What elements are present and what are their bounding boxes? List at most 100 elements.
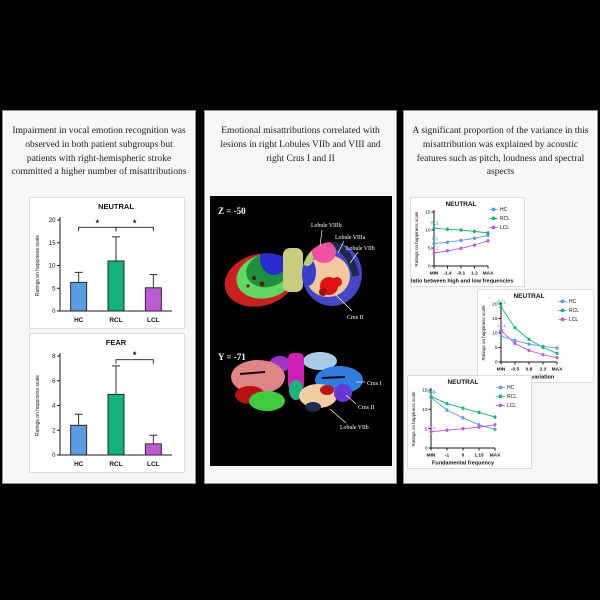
significance-asterisk: * bbox=[133, 218, 137, 228]
series-line-hc bbox=[430, 397, 496, 430]
cerebellum-lesion-image: Z = -50 bbox=[210, 196, 392, 466]
bar-rcl bbox=[107, 393, 125, 456]
line-chart-loudness: NEUTRAL 0 5 10 15 20 Ratings on happiness scal… bbox=[477, 289, 594, 383]
series-inline-label-lcl: LCL bbox=[428, 424, 437, 429]
svg-text:10: 10 bbox=[49, 264, 56, 270]
slice-top-coordinate: Z = -50 bbox=[218, 206, 246, 216]
line-chart-fundamental-frequency: NEUTRAL 0 5 10 15 Ratings on happiness scale M… bbox=[407, 375, 532, 469]
svg-text:MAX: MAX bbox=[552, 367, 563, 373]
svg-text:15: 15 bbox=[49, 241, 56, 247]
legend-marker-lcl bbox=[498, 403, 503, 408]
series-inline-label-rcl: RCL bbox=[497, 299, 506, 304]
line-chart-loudness-svg: NEUTRAL 0 5 10 15 20 Ratings on happiness scal… bbox=[481, 293, 579, 381]
svg-text:10: 10 bbox=[492, 331, 498, 337]
svg-text:20: 20 bbox=[49, 218, 56, 224]
bar-chart-fear-svg: FEAR 0 2 4 6 8 Ratings on happiness scale HC RCL… bbox=[35, 338, 172, 468]
chart-title: FEAR bbox=[106, 338, 127, 347]
svg-text:0.8: 0.8 bbox=[526, 367, 533, 373]
significance-asterisk: * bbox=[133, 350, 137, 360]
series-inline-label-hc: HC bbox=[429, 390, 436, 395]
svg-text:0: 0 bbox=[428, 264, 431, 270]
legend-marker-hc bbox=[498, 385, 503, 390]
svg-text:MAX: MAX bbox=[483, 271, 494, 277]
svg-text:MIN: MIN bbox=[497, 367, 506, 373]
x-tick-lcl: LCL bbox=[147, 317, 160, 324]
svg-text:0: 0 bbox=[462, 453, 465, 459]
svg-text:15: 15 bbox=[492, 316, 498, 322]
significance-asterisk: * bbox=[96, 218, 100, 228]
x-tick-rcl: RCL bbox=[109, 317, 122, 324]
coronal-slice bbox=[231, 352, 363, 412]
bar-hc bbox=[70, 281, 88, 312]
svg-text:5: 5 bbox=[428, 246, 431, 252]
svg-text:20: 20 bbox=[492, 302, 498, 308]
svg-text:10: 10 bbox=[425, 228, 431, 234]
significance-bracket bbox=[115, 359, 154, 364]
series-inline-label-lcl: LCL bbox=[498, 323, 507, 328]
chart-title: NEUTRAL bbox=[445, 201, 476, 208]
label-lobule-viiib: Lobule VIIIb bbox=[311, 223, 342, 229]
svg-text:-0.1: -0.1 bbox=[457, 271, 466, 277]
legend-label-rcl: RCL bbox=[500, 216, 510, 222]
svg-text:4: 4 bbox=[52, 404, 56, 410]
axial-slice bbox=[224, 242, 362, 307]
x-tick-lcl: LCL bbox=[147, 461, 160, 468]
bar-lcl bbox=[144, 287, 162, 312]
svg-text:1.15: 1.15 bbox=[474, 453, 484, 459]
legend-marker-rcl bbox=[560, 308, 565, 313]
svg-text:0: 0 bbox=[425, 446, 428, 452]
x-tick-rcl: RCL bbox=[109, 461, 122, 468]
svg-text:0: 0 bbox=[52, 309, 56, 315]
panel-acoustic-results: A significant proportion of the variance… bbox=[403, 110, 598, 484]
panel-lesion-results: Emotional misattributions correlated wit… bbox=[204, 110, 397, 484]
legend-marker-rcl bbox=[491, 216, 496, 221]
bar-lcl bbox=[144, 443, 162, 456]
svg-text:5: 5 bbox=[495, 345, 498, 351]
legend-marker-lcl bbox=[560, 317, 565, 322]
label-crus-i: Crus I bbox=[367, 381, 381, 387]
svg-text:0: 0 bbox=[52, 453, 56, 459]
line-chart-fundamental-frequency-svg: NEUTRAL 0 5 10 15 Ratings on happiness scale M… bbox=[411, 379, 517, 467]
label-crus-ii-coronal: Crus II bbox=[358, 405, 374, 411]
legend-label-lcl: LCL bbox=[569, 317, 578, 323]
legend-marker-rcl bbox=[498, 394, 503, 399]
svg-text:5: 5 bbox=[52, 286, 56, 292]
panel-left-caption: Impairment in vocal emotion recognition … bbox=[11, 126, 187, 178]
y-axis-label: Ratings on happiness scale bbox=[411, 391, 416, 447]
legend-label-lcl: LCL bbox=[507, 403, 516, 409]
label-lobule-viib-axial: Lobule VIIb bbox=[346, 246, 375, 252]
panel-right-caption: A significant proportion of the variance… bbox=[412, 126, 589, 178]
svg-text:15: 15 bbox=[422, 388, 428, 394]
legend-marker-lcl bbox=[491, 225, 496, 230]
svg-text:2.3: 2.3 bbox=[540, 367, 547, 373]
svg-text:MIN: MIN bbox=[430, 271, 439, 277]
x-tick-hc: HC bbox=[74, 461, 84, 468]
svg-text:0: 0 bbox=[495, 360, 498, 366]
axial-slice-annotations: Lobule VIIIb Lobule VIIIa Lobule VIIb Cr… bbox=[311, 223, 375, 321]
panel-behavioral-results: Impairment in vocal emotion recognition … bbox=[2, 110, 196, 484]
chart-title: NEUTRAL bbox=[447, 379, 478, 386]
svg-text:MAX: MAX bbox=[490, 453, 501, 459]
label-lobule-viiia: Lobule VIIIa bbox=[335, 235, 366, 241]
legend-marker-hc bbox=[491, 207, 496, 212]
legend-label-hc: HC bbox=[500, 207, 508, 213]
coronal-slice-annotations: Crus I Crus II Lobule VIIb bbox=[329, 381, 381, 431]
label-crus-ii-axial: Crus II bbox=[347, 315, 363, 321]
legend-label-rcl: RCL bbox=[507, 394, 517, 400]
legend-label-hc: HC bbox=[569, 299, 577, 305]
y-axis-label: Ratings on happiness scale bbox=[35, 375, 41, 436]
svg-text:-1: -1 bbox=[445, 453, 450, 459]
chart-title: NEUTRAL bbox=[513, 293, 544, 300]
svg-text:15: 15 bbox=[425, 210, 431, 216]
legend-label-hc: HC bbox=[507, 385, 515, 391]
panel-middle-caption: Emotional misattributions correlated wit… bbox=[220, 126, 381, 164]
series-line-rcl bbox=[500, 306, 558, 354]
y-axis-label: Ratings on happiness scale bbox=[414, 211, 419, 267]
legend-label-lcl: LCL bbox=[500, 225, 509, 231]
slice-bottom-coordinate: Y = -71 bbox=[218, 352, 246, 362]
svg-text:-0.5: -0.5 bbox=[511, 367, 520, 373]
svg-text:10: 10 bbox=[422, 407, 428, 413]
legend-label-rcl: RCL bbox=[569, 308, 579, 314]
series-inline-label-rcl: RCL bbox=[430, 221, 439, 226]
